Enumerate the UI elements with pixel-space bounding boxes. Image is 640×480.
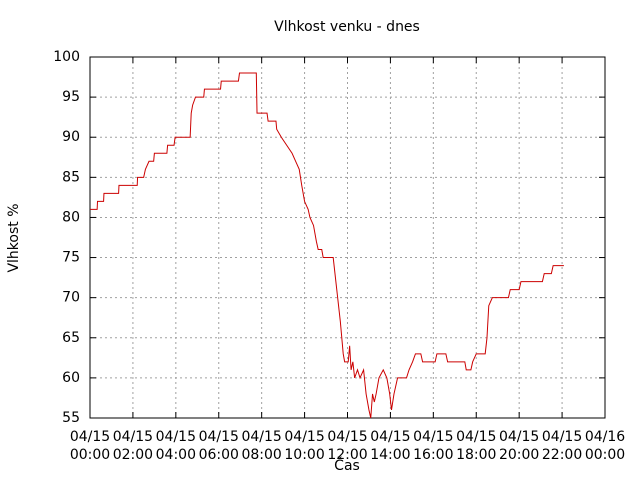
x-tick-label: 04/15 16:00 bbox=[413, 429, 453, 463]
x-tick-label: 04/15 04:00 bbox=[156, 429, 196, 463]
y-tick-label: 80 bbox=[62, 209, 80, 225]
y-tick-label: 100 bbox=[53, 49, 80, 65]
x-tick-label: 04/15 14:00 bbox=[370, 429, 410, 463]
x-tick-label: 04/15 06:00 bbox=[199, 429, 239, 463]
y-tick-label: 70 bbox=[62, 290, 80, 306]
y-tick-label: 95 bbox=[62, 89, 80, 105]
x-tick-label: 04/15 20:00 bbox=[499, 429, 539, 463]
y-axis-label: Vlhkost % bbox=[6, 203, 22, 272]
y-tick-label: 65 bbox=[62, 330, 80, 346]
y-tick-label: 55 bbox=[62, 410, 80, 426]
x-tick-label: 04/15 02:00 bbox=[113, 429, 153, 463]
x-tick-label: 04/15 22:00 bbox=[542, 429, 582, 463]
x-tick-label: 04/15 10:00 bbox=[284, 429, 324, 463]
plot-frame bbox=[89, 56, 606, 419]
x-tick-label: 04/15 18:00 bbox=[456, 429, 496, 463]
x-tick-label: 04/15 08:00 bbox=[241, 429, 281, 463]
chart-title: Vlhkost venku - dnes bbox=[274, 19, 420, 35]
x-tick-label: 04/15 00:00 bbox=[70, 429, 110, 463]
y-tick-label: 90 bbox=[62, 129, 80, 145]
x-axis-label: Čas bbox=[334, 456, 360, 474]
y-tick-label: 60 bbox=[62, 370, 80, 386]
x-tick-label: 04/16 00:00 bbox=[585, 429, 625, 463]
data-line bbox=[90, 72, 564, 419]
y-tick-label: 75 bbox=[62, 250, 80, 266]
x-tick-label: 04/15 12:00 bbox=[327, 429, 367, 463]
y-tick-label: 85 bbox=[62, 169, 80, 185]
